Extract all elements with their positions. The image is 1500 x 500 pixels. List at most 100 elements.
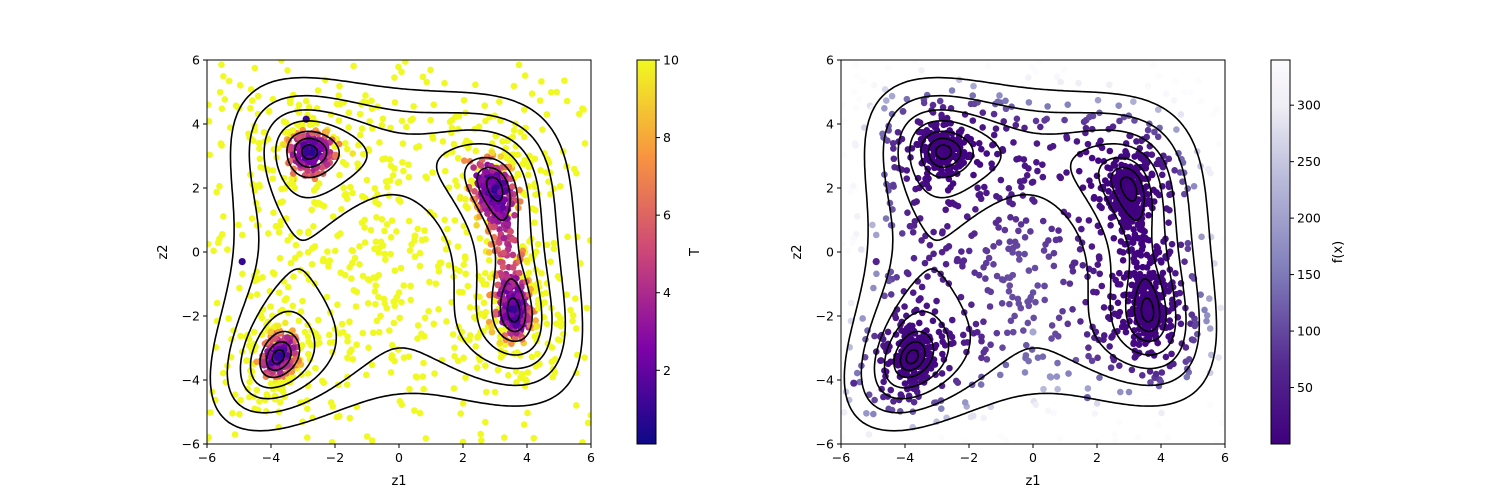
left-scatter-point xyxy=(398,401,406,408)
right-scatter-point xyxy=(995,239,1003,246)
left-scatter-point xyxy=(394,179,402,186)
right-scatter-point xyxy=(1117,168,1124,176)
left-scatter-point xyxy=(376,139,383,146)
right-scatter-point xyxy=(841,101,846,108)
left-scatter-point xyxy=(579,439,586,444)
right-scatter-point xyxy=(853,369,861,377)
left-x-tick-label: 0 xyxy=(395,450,403,465)
left-scatter-point xyxy=(396,198,404,205)
left-scatter-point xyxy=(354,160,361,168)
right-scatter-point xyxy=(1032,298,1039,306)
right-scatter-point xyxy=(1088,243,1096,250)
left-scatter-point xyxy=(500,249,507,257)
right-scatter-point xyxy=(974,184,981,192)
left-scatter-point xyxy=(485,249,493,256)
right-scatter-point xyxy=(1041,296,1049,304)
right-scatter-point xyxy=(1112,437,1119,444)
left-scatter-point xyxy=(494,281,501,289)
left-scatter-point xyxy=(432,280,440,287)
left-scatter-point xyxy=(279,198,286,205)
right-scatter-point xyxy=(1188,311,1196,318)
left-scatter-point xyxy=(314,316,322,324)
right-scatter-point xyxy=(847,299,855,307)
right-scatter-point xyxy=(979,124,986,131)
left-scatter-point xyxy=(302,149,310,157)
left-scatter-point xyxy=(554,311,562,318)
left-scatter-point xyxy=(528,353,536,361)
left-scatter-point xyxy=(216,182,223,190)
right-scatter-point xyxy=(1181,258,1188,266)
left-scatter-point xyxy=(255,139,263,147)
left-scatter-point xyxy=(207,101,212,108)
left-scatter-point xyxy=(338,206,345,213)
right-scatter-point xyxy=(851,140,859,147)
left-scatter-point xyxy=(460,354,467,362)
right-scatter-point xyxy=(978,337,985,345)
left-scatter-point xyxy=(511,211,518,219)
right-scatter-point xyxy=(1085,352,1092,360)
left-scatter-point xyxy=(430,320,438,328)
right-scatter-point xyxy=(882,215,890,222)
right-scatter-point xyxy=(854,213,861,220)
right-scatter-point xyxy=(903,175,911,182)
right-scatter-point xyxy=(1078,225,1085,233)
left-scatter-point xyxy=(361,239,369,246)
left-scatter-point xyxy=(383,221,391,228)
left-scatter-point xyxy=(295,317,303,325)
left-scatter-point xyxy=(387,369,395,376)
left-scatter-point xyxy=(239,270,246,278)
left-scatter-point xyxy=(419,73,427,81)
left-x-tick-label: −4 xyxy=(262,450,280,465)
left-colorbar-gradient xyxy=(636,59,657,445)
left-scatter-point xyxy=(575,110,583,118)
right-scatter-point xyxy=(870,81,878,89)
left-scatter-point xyxy=(269,269,277,276)
left-scatter-point xyxy=(366,276,373,284)
right-scatter-point xyxy=(1154,421,1162,428)
left-scatter-point xyxy=(522,160,530,168)
left-scatter-point xyxy=(256,398,263,405)
left-scatter-point xyxy=(254,92,262,100)
left-scatter-point xyxy=(397,264,405,272)
right-scatter-point xyxy=(890,155,898,163)
left-scatter-point xyxy=(534,350,541,358)
right-scatter-point xyxy=(1205,165,1212,173)
left-scatter-point xyxy=(280,141,287,149)
right-scatter-point xyxy=(1168,350,1175,358)
right-scatter-point xyxy=(1040,247,1048,254)
right-scatter-point xyxy=(1218,419,1225,427)
left-scatter-point xyxy=(387,234,395,241)
right-scatter-point xyxy=(1087,182,1095,189)
left-scatter-point xyxy=(304,248,312,256)
right-scatter-point xyxy=(1114,280,1122,288)
left-scatter-point xyxy=(462,255,469,262)
right-scatter-point xyxy=(1047,374,1055,381)
right-scatter-point xyxy=(938,167,945,174)
left-scatter-point xyxy=(275,228,283,236)
right-scatter-point xyxy=(858,246,865,253)
left-scatter-point xyxy=(456,193,464,201)
right-scatter-point xyxy=(992,125,1000,132)
left-scatter-point xyxy=(336,82,343,90)
right-scatter-point xyxy=(942,206,949,214)
right-colorbar-tick-label: 100 xyxy=(1297,324,1321,339)
left-scatter-point xyxy=(381,250,389,258)
left-scatter-point xyxy=(586,237,591,244)
left-scatter-point xyxy=(470,164,477,171)
right-scatter-point xyxy=(1020,327,1027,334)
right-scatter-point xyxy=(872,258,880,266)
left-scatter-point xyxy=(442,150,450,158)
left-scatter-point xyxy=(362,92,369,99)
left-scatter-point xyxy=(412,144,420,151)
right-x-tick-label: 4 xyxy=(1157,450,1165,465)
right-scatter-point xyxy=(1139,372,1146,379)
left-scatter-point xyxy=(356,243,363,250)
right-scatter-point xyxy=(873,270,880,278)
left-scatter-point xyxy=(262,408,270,415)
left-scatter-point xyxy=(225,315,232,322)
left-scatter-point xyxy=(539,126,546,133)
left-scatter-point xyxy=(312,364,319,372)
right-scatter-point xyxy=(970,82,977,90)
left-scatter-point xyxy=(405,353,413,361)
right-y-axis-label: z2 xyxy=(790,244,805,259)
